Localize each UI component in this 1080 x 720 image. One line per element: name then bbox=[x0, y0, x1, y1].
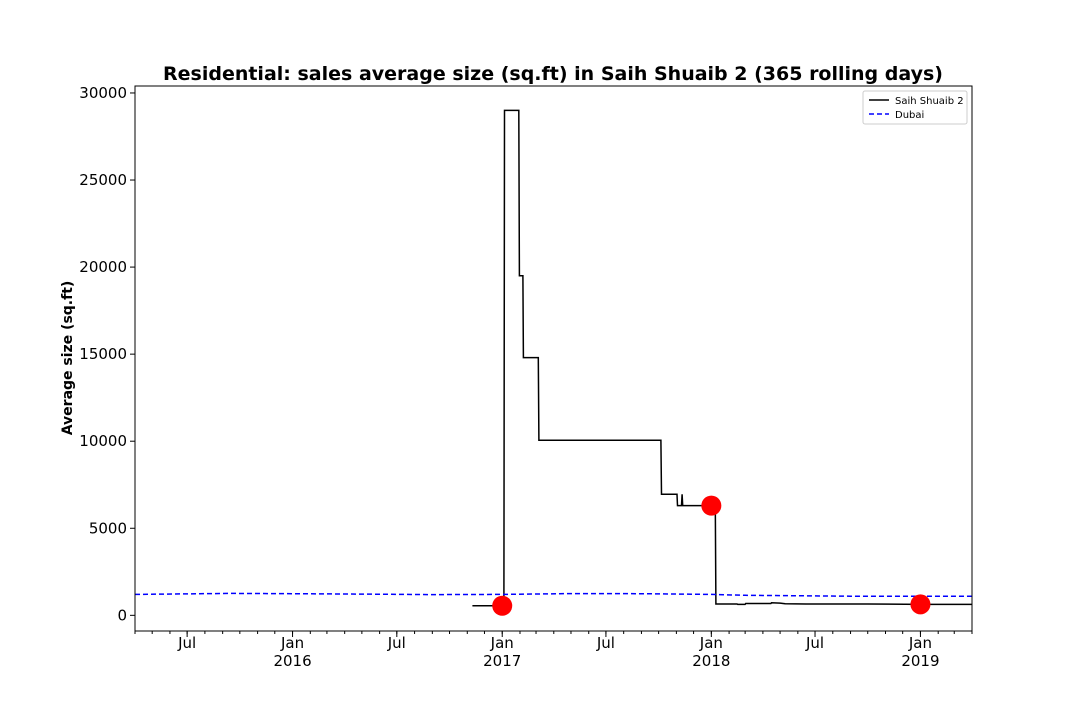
legend: Saih Shuaib 2 Dubai bbox=[862, 90, 968, 125]
x-tick-year-label: 2018 bbox=[692, 652, 730, 670]
x-tick-label: Jul bbox=[596, 634, 615, 652]
x-tick-label: Jul bbox=[805, 634, 824, 652]
legend-label-dubai: Dubai bbox=[895, 110, 924, 121]
marker-point bbox=[492, 595, 513, 616]
y-tick-label: 30000 bbox=[79, 84, 127, 102]
x-tick-label: Jan bbox=[280, 634, 304, 652]
legend-label-saih-shuaib-2: Saih Shuaib 2 bbox=[895, 96, 964, 107]
x-tick-year-label: 2017 bbox=[483, 652, 521, 670]
plot-frame bbox=[134, 85, 973, 632]
y-tick-label: 10000 bbox=[79, 432, 127, 450]
y-tick-label: 5000 bbox=[89, 519, 127, 537]
x-tick-label: Jan bbox=[490, 634, 514, 652]
x-tick-label: Jul bbox=[177, 634, 196, 652]
y-tick-label: 25000 bbox=[79, 171, 127, 189]
y-tick-label: 15000 bbox=[79, 345, 127, 363]
marker-point bbox=[701, 495, 722, 516]
x-tick-year-label: 2019 bbox=[901, 652, 939, 670]
marker-point bbox=[910, 594, 931, 615]
plot-area bbox=[134, 109, 972, 616]
x-tick-label: Jan bbox=[908, 634, 932, 652]
series-line-dubai bbox=[134, 592, 972, 597]
series-line-saih-shuaib-2 bbox=[472, 109, 972, 607]
x-tick-label: Jul bbox=[387, 634, 406, 652]
x-tick-year-label: 2016 bbox=[273, 652, 311, 670]
chart-title: Residential: sales average size (sq.ft) … bbox=[163, 63, 943, 85]
x-tick-label: Jan bbox=[699, 634, 723, 652]
y-axis-label: Average size (sq.ft) bbox=[60, 281, 76, 436]
y-tick-label: 20000 bbox=[79, 258, 127, 276]
y-tick-label: 0 bbox=[117, 606, 127, 624]
